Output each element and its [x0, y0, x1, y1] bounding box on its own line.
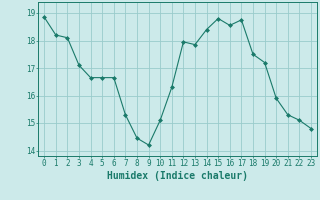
X-axis label: Humidex (Indice chaleur): Humidex (Indice chaleur): [107, 171, 248, 181]
